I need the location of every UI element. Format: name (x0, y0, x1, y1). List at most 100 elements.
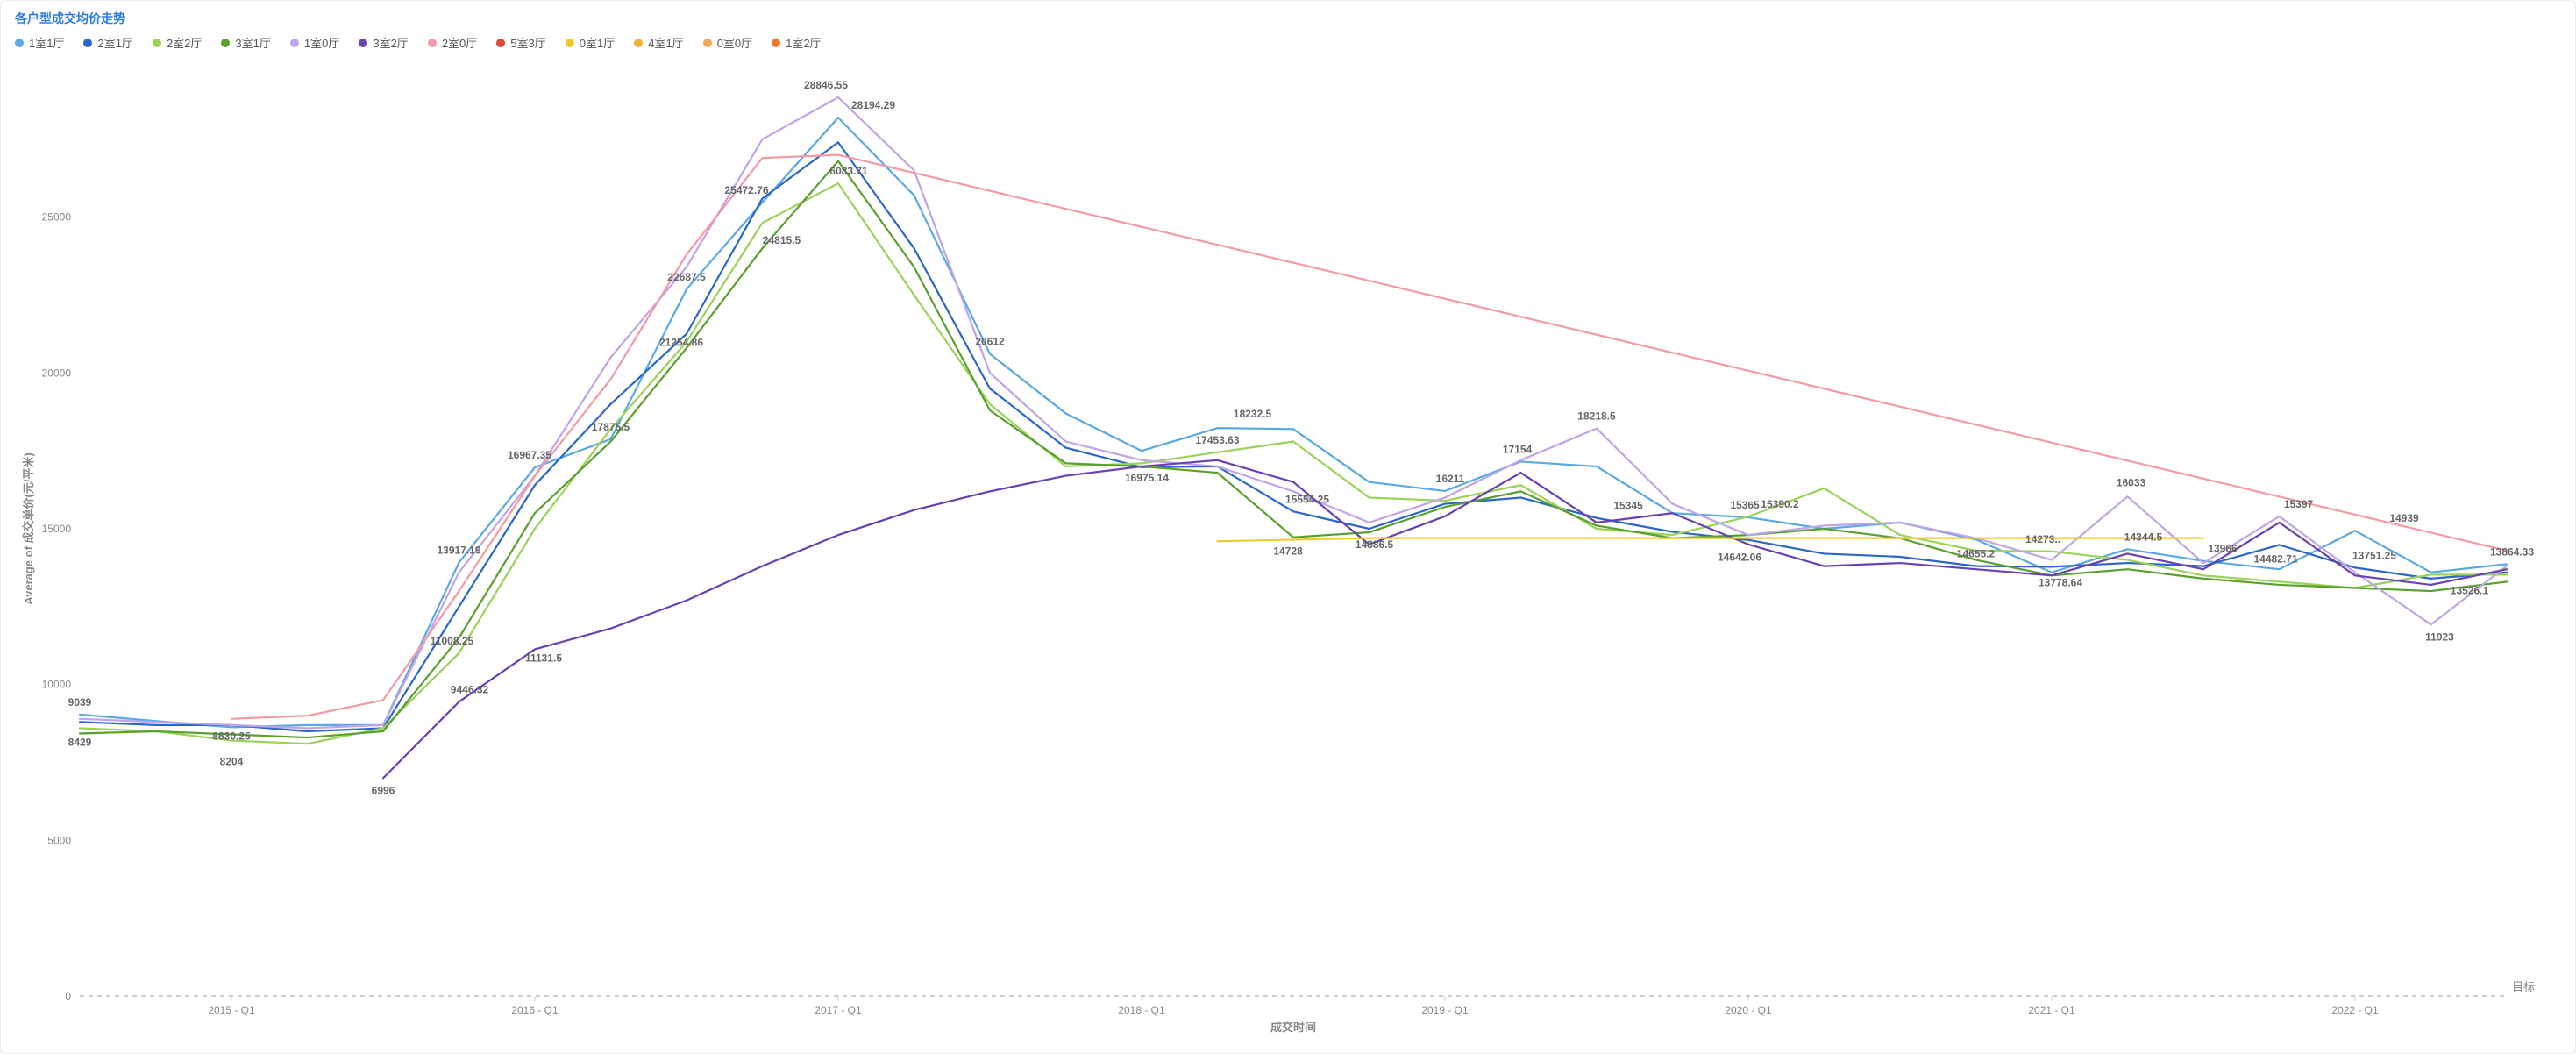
data-label: 22687.5 (667, 271, 706, 283)
data-label: 14939 (2389, 512, 2419, 524)
series-line (80, 97, 2507, 728)
chart-legend: 1室1厅 2室1厅 2室2厅 3室1厅 1室0厅 3室2厅 2室0厅 5室3厅 0室1厅 4室1厅… (15, 34, 2561, 51)
legend-color-dot (83, 39, 92, 47)
x-axis-title: 成交时间 (1270, 1021, 1316, 1034)
data-label: 14642.06 (1718, 552, 1761, 564)
data-label: 15554.25 (1285, 493, 1329, 505)
series-line (80, 161, 2507, 737)
chart-card: 各户型成交均价走势 1室1厅 2室1厅 2室2厅 3室1厅 1室0厅 3室2厅 2室0厅 5室… (0, 0, 2576, 1054)
x-tick-label: 2022 - Q1 (2331, 1004, 2379, 1016)
data-label: 14482.71 (2253, 552, 2297, 565)
legend-item[interactable]: 2室2厅 (153, 34, 202, 51)
legend-item[interactable]: 2室0厅 (428, 34, 477, 51)
data-label: 17154 (1503, 443, 1533, 455)
x-tick-label: 2019 - Q1 (1421, 1004, 1469, 1016)
legend-item[interactable]: 2室1厅 (83, 34, 132, 51)
series-line (231, 155, 2507, 719)
legend-label: 2室2厅 (167, 34, 202, 51)
legend-item[interactable]: 3室1厅 (221, 34, 270, 51)
legend-label: 4室1厅 (648, 34, 683, 51)
legend-item[interactable]: 0室0厅 (703, 34, 752, 51)
data-label: 16975.14 (1125, 472, 1169, 484)
x-tick-label: 2021 - Q1 (2028, 1004, 2075, 1016)
data-label: 14728 (1273, 545, 1303, 558)
legend-color-dot (703, 39, 712, 47)
legend-label: 3室1厅 (235, 34, 270, 51)
x-tick-label: 2020 - Q1 (1725, 1004, 1772, 1016)
data-label: 20612 (975, 336, 1005, 348)
legend-label: 5室3厅 (510, 34, 545, 51)
legend-label: 3室2厅 (373, 34, 408, 51)
legend-label: 2室0厅 (442, 34, 477, 51)
y-axis-title: Average of 成交单价(元/平米) (22, 452, 35, 605)
chart-svg: 目标 0 5000 10000 15000 20000 25000 Average of 成交… (15, 56, 2561, 1036)
legend-item[interactable]: 5室3厅 (496, 34, 545, 51)
legend-label: 0室0厅 (717, 34, 752, 51)
legend-color-dot (15, 39, 24, 47)
data-label: 16967.35 (508, 449, 551, 461)
chart-plot-area: 目标 0 5000 10000 15000 20000 25000 Average of 成交… (15, 56, 2561, 1036)
legend-color-dot (496, 39, 505, 47)
legend-color-dot (566, 39, 574, 47)
data-label: 25472.76 (724, 184, 768, 196)
data-label: 16211 (1436, 473, 1465, 485)
legend-label: 1室2厅 (786, 34, 821, 51)
legend-color-dot (634, 39, 643, 47)
data-label: 13917.19 (437, 544, 480, 556)
data-label: 6996 (372, 784, 395, 796)
legend-item[interactable]: 1室0厅 (290, 34, 339, 51)
data-label: 18232.5 (1234, 408, 1272, 420)
data-label: 15345 (1613, 500, 1643, 512)
data-label: 15365 (1730, 499, 1760, 511)
legend-color-dot (290, 39, 299, 47)
data-label: 16033 (2117, 476, 2146, 488)
y-tick-label: 0 (65, 990, 71, 1002)
legend-label: 1室1厅 (29, 34, 64, 51)
data-label: 6083.71 (829, 165, 868, 177)
y-tick-label: 5000 (47, 834, 71, 846)
y-tick-label: 15000 (42, 523, 72, 535)
data-label: 11131.5 (525, 652, 562, 664)
data-label: 13751.25 (2352, 549, 2396, 561)
y-tick-label: 20000 (42, 367, 72, 379)
target-label: 目标 (2512, 980, 2535, 993)
legend-color-dot (428, 39, 437, 47)
data-label: 13966 (2208, 543, 2238, 555)
data-label: 17453.63 (1195, 434, 1239, 446)
data-label: 24815.5 (763, 234, 801, 246)
legend-color-dot (359, 39, 367, 47)
y-tick-label: 10000 (42, 679, 72, 691)
data-label: 28846.55 (804, 79, 848, 91)
data-label: 17875.5 (592, 421, 630, 433)
x-tick-label: 2016 - Q1 (511, 1004, 559, 1016)
legend-color-dot (153, 39, 161, 47)
data-label: 9039 (68, 696, 92, 709)
data-label: 28194.29 (851, 99, 895, 111)
legend-label: 0室1厅 (580, 34, 615, 51)
data-label: 8429 (68, 736, 92, 748)
data-label: 14273.. (2025, 533, 2060, 545)
data-label: 13864.33 (2490, 545, 2534, 558)
legend-item[interactable]: 3室2厅 (359, 34, 408, 51)
data-label: 8630.25 (212, 730, 251, 742)
legend-label: 2室1厅 (97, 34, 132, 51)
chart-title: 各户型成交均价走势 (15, 10, 2561, 27)
data-label: 8204 (220, 755, 244, 767)
x-tick-label: 2015 - Q1 (208, 1004, 255, 1016)
legend-color-dot (772, 39, 780, 47)
data-label: 13526.1 (2451, 584, 2489, 596)
legend-item[interactable]: 0室1厅 (566, 34, 615, 51)
data-label: 14655.2 (1957, 547, 1996, 559)
data-label: 14886.5 (1356, 538, 1394, 551)
data-label: 11008.25 (431, 635, 474, 647)
data-label: 15390.2 (1761, 498, 1799, 510)
data-label: 13778.64 (2039, 576, 2082, 588)
legend-item[interactable]: 1室2厅 (772, 34, 821, 51)
y-tick-label: 25000 (42, 211, 72, 224)
data-label: 21254.86 (659, 337, 703, 349)
data-label: 14344.5 (2124, 531, 2163, 543)
legend-item[interactable]: 1室1厅 (15, 34, 64, 51)
data-label: 11923 (2425, 630, 2454, 643)
legend-item[interactable]: 4室1厅 (634, 34, 683, 51)
legend-color-dot (221, 39, 230, 47)
